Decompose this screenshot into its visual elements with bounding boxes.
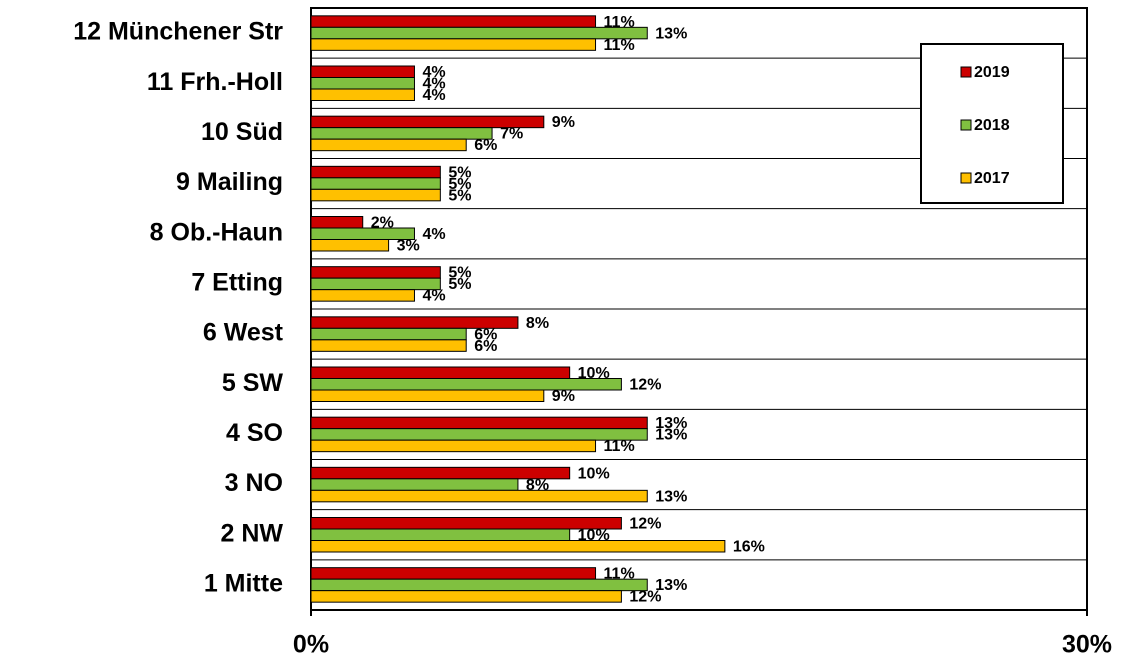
data-label: 13% <box>655 427 687 444</box>
category-label: 7 Etting <box>191 269 283 297</box>
x-tick-label: 0% <box>293 631 329 659</box>
bar <box>310 127 493 140</box>
bar <box>310 188 441 202</box>
legend-swatch <box>960 172 972 184</box>
bar <box>310 277 441 291</box>
category-label: 11 Frh.-Holl <box>147 68 283 96</box>
data-label: 8% <box>526 477 549 494</box>
category-label: 1 Mitte <box>204 570 283 598</box>
data-label: 12% <box>629 376 661 393</box>
legend-swatch <box>960 119 972 131</box>
data-label: 16% <box>733 538 765 555</box>
data-label: 5% <box>448 164 471 181</box>
bar <box>310 138 467 152</box>
legend-box <box>920 43 1064 204</box>
bar <box>310 266 441 279</box>
bar <box>310 26 648 40</box>
data-label: 5% <box>448 176 471 193</box>
legend-label: 2019 <box>974 64 1010 81</box>
bar <box>310 216 364 229</box>
category-label: 12 Münchener Str <box>73 18 283 46</box>
data-label: 4% <box>422 87 445 104</box>
data-label: 5% <box>448 265 471 282</box>
data-label: 13% <box>655 488 687 505</box>
category-label: 5 SW <box>222 369 284 397</box>
data-label: 13% <box>655 577 687 594</box>
data-label: 12% <box>629 515 661 532</box>
data-label: 13% <box>655 25 687 42</box>
legend-label: 2018 <box>974 117 1010 134</box>
bar <box>310 478 519 491</box>
data-label: 11% <box>604 37 635 54</box>
data-label: 2% <box>371 214 394 231</box>
bar <box>310 65 415 78</box>
bar <box>310 489 648 503</box>
bar <box>310 15 597 28</box>
data-label: 4% <box>422 288 445 305</box>
bar <box>310 517 622 530</box>
data-label: 13% <box>655 415 687 432</box>
data-label: 5% <box>448 187 471 204</box>
category-label: 3 NO <box>225 469 283 497</box>
bar <box>310 590 622 603</box>
data-label: 9% <box>552 388 575 405</box>
bar <box>310 239 390 252</box>
bar <box>310 439 597 453</box>
bar <box>310 165 441 179</box>
data-label: 10% <box>578 465 610 482</box>
data-label: 9% <box>552 114 575 131</box>
bar <box>310 38 597 51</box>
category-label: 4 SO <box>226 419 283 447</box>
bar <box>310 528 571 541</box>
data-label: 10% <box>578 527 610 544</box>
bar <box>310 177 441 190</box>
data-label: 8% <box>526 315 549 332</box>
data-label: 6% <box>474 326 497 343</box>
data-label: 4% <box>422 64 445 81</box>
bar <box>310 366 571 379</box>
bar <box>310 327 467 341</box>
category-label: 2 NW <box>221 519 284 547</box>
data-label: 6% <box>474 338 497 355</box>
bar <box>310 578 648 592</box>
category-label: 9 Mailing <box>176 168 283 196</box>
bar <box>310 540 726 553</box>
bar <box>310 567 597 580</box>
category-label: 8 Ob.-Haun <box>150 218 283 246</box>
data-label: 12% <box>629 589 661 606</box>
bar <box>310 88 415 101</box>
bar <box>310 389 545 402</box>
data-label: 11% <box>604 438 635 455</box>
bar <box>310 77 415 90</box>
bar <box>310 416 648 430</box>
legend-label: 2017 <box>974 170 1010 187</box>
data-label: 11% <box>604 566 635 583</box>
x-tick-label: 30% <box>1062 631 1112 659</box>
category-label: 6 West <box>203 319 284 347</box>
data-label: 7% <box>500 126 523 143</box>
data-label: 4% <box>422 75 445 92</box>
data-label: 6% <box>474 137 497 154</box>
bar <box>310 428 648 441</box>
data-label: 11% <box>604 14 635 31</box>
data-label: 3% <box>397 237 420 254</box>
category-label: 10 Süd <box>201 118 283 146</box>
bar <box>310 289 415 302</box>
data-label: 4% <box>422 226 445 243</box>
data-label: 10% <box>578 365 610 382</box>
bar <box>310 339 467 352</box>
legend-swatch <box>960 66 972 78</box>
data-label: 5% <box>448 276 471 293</box>
